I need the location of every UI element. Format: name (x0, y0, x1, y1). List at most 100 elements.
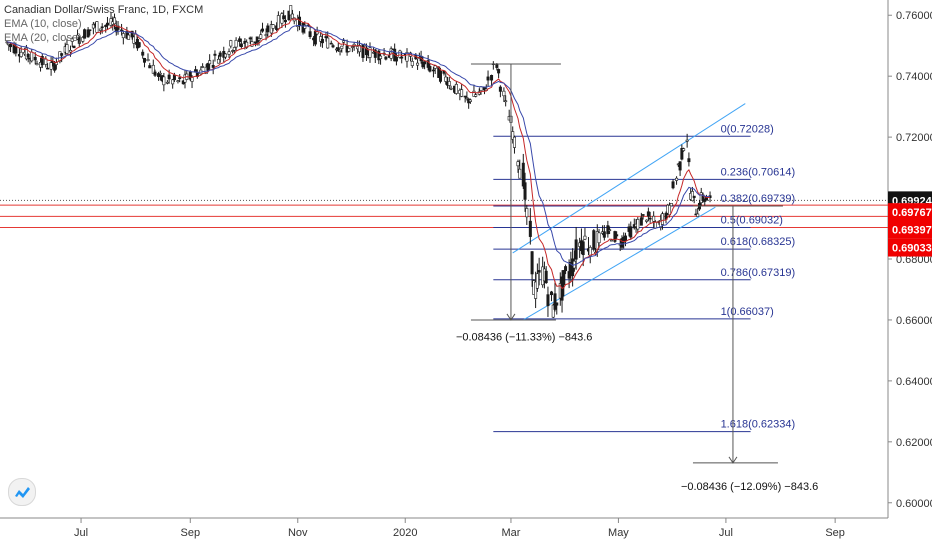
candle-body (153, 71, 157, 76)
candle-body (137, 42, 141, 48)
x-tick-label: Mar (501, 527, 520, 539)
candle-body (190, 77, 194, 82)
candle-body (652, 215, 656, 222)
tradingview-logo-icon[interactable] (8, 478, 36, 506)
candle-body (535, 273, 539, 289)
candle-body (216, 58, 220, 64)
candle-body (512, 136, 516, 148)
candle-body (271, 24, 275, 29)
candle-body (680, 148, 684, 160)
candle-body (46, 67, 50, 70)
legend: Canadian Dollar/Swiss Franc, 1D, FXCM EM… (4, 3, 203, 45)
candle-body (660, 213, 664, 225)
candle-body (259, 34, 263, 39)
candle-body (100, 26, 104, 29)
candle-body (331, 45, 335, 48)
candle-body (639, 217, 643, 226)
candle-body (669, 203, 673, 207)
candle-body (86, 29, 90, 38)
candle-body (266, 25, 270, 33)
candle-body (692, 195, 696, 198)
candle-body (165, 81, 169, 84)
x-tick-label: May (608, 527, 629, 539)
candle-body (342, 40, 346, 43)
y-tick-label: 0.74000 (896, 71, 932, 83)
candle-body (678, 161, 682, 171)
candle-body (516, 161, 520, 167)
candle-body (142, 57, 146, 63)
candle-body (645, 219, 649, 222)
candle-body (377, 50, 381, 61)
fib-level-label: 0.786(0.67319) (721, 267, 796, 279)
y-tick-label: 0.66000 (896, 315, 932, 327)
candle-body (303, 24, 307, 29)
candle-body (537, 270, 541, 273)
candle-body (77, 37, 81, 44)
candle-body (567, 271, 571, 279)
candle-body (525, 208, 529, 218)
candle-body (60, 53, 64, 56)
candle-body (609, 239, 613, 242)
x-tick-label: Sep (825, 527, 845, 539)
candle-body (162, 76, 166, 86)
candle-body (398, 50, 402, 58)
candle-body (518, 168, 522, 179)
fib-level-label: 0.5(0.69032) (721, 215, 783, 227)
candle-body (127, 34, 131, 40)
candle-body (438, 70, 442, 82)
candle-body (232, 47, 236, 51)
candle-body (33, 56, 37, 61)
candle-body (44, 58, 48, 65)
candle-body (116, 25, 120, 30)
candle-body (675, 177, 679, 181)
candle-body (172, 74, 176, 81)
x-tick-label: Sep (180, 527, 200, 539)
candle-body (551, 304, 555, 318)
candle-body (564, 266, 568, 272)
fib-level-label: 1.618(0.62334) (721, 419, 796, 431)
candle-body (454, 83, 458, 94)
fib-level-label: 0(0.72028) (721, 123, 774, 135)
candle-body (157, 73, 161, 77)
fib-level-label: 0.618(0.68325) (721, 236, 796, 248)
candle-body (261, 28, 265, 32)
y-tick-label: 0.64000 (896, 376, 932, 388)
candle-body (530, 251, 534, 275)
candle-body (592, 230, 596, 250)
candle-body (121, 33, 125, 39)
candle-body (104, 24, 108, 27)
candle-body (490, 75, 494, 81)
ema10-line (6, 18, 711, 290)
candle-body (211, 65, 215, 68)
candle-body (350, 46, 354, 48)
candle-body (546, 294, 550, 307)
candle-body (227, 51, 231, 55)
candle-body (562, 270, 566, 285)
candle-body (234, 39, 238, 48)
candle-body (534, 281, 538, 299)
candle-body (648, 217, 652, 220)
candle-body (347, 47, 351, 52)
channel-upper-line (512, 103, 746, 254)
candle-body (641, 214, 645, 216)
candle-body (511, 131, 515, 140)
measure-label: −0.08436 (−12.09%) −843.6 (681, 481, 818, 493)
measure-label: −0.08436 (−11.33%) −843.6 (456, 332, 593, 344)
candle-body (65, 44, 69, 54)
candle-body (229, 40, 233, 47)
candle-body (224, 53, 228, 58)
y-tick-label: 0.76000 (896, 10, 932, 22)
candle-body (685, 139, 689, 142)
candle-body (282, 15, 286, 20)
candle-body (394, 56, 398, 62)
candle-body (528, 220, 532, 237)
candle-body (574, 239, 578, 260)
candle-body (14, 45, 18, 54)
candle-body (320, 38, 324, 44)
price-label-text: 0.69397 (892, 224, 932, 236)
candle-body (421, 61, 425, 68)
candle-body (340, 45, 344, 49)
candle-body (474, 94, 478, 97)
